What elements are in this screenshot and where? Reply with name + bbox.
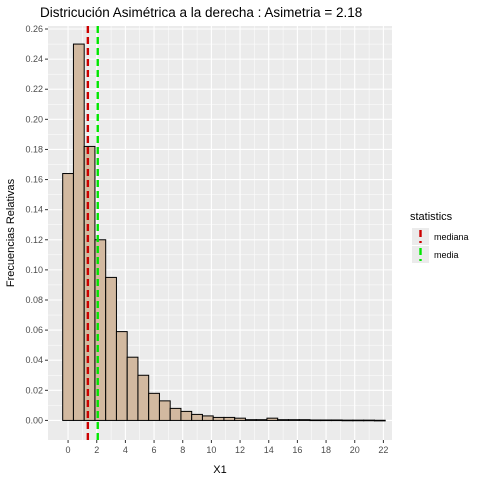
y-tick-label: 0.06	[25, 325, 43, 335]
reference-lines	[86, 26, 99, 440]
x-axis: 0 2 4 6 8 10 12 14 16 18 20 22	[66, 440, 388, 455]
histogram-bar	[83, 145, 96, 421]
x-tick-label: 4	[123, 445, 128, 455]
y-axis-label: Frecuencias Relativas	[5, 178, 17, 287]
y-tick-label: 0.14	[25, 205, 43, 215]
y-tick-label: 0.02	[25, 385, 43, 395]
x-axis-label: X1	[213, 464, 226, 476]
histogram-bar	[287, 419, 300, 421]
histogram-bar	[309, 419, 322, 422]
histogram-bar	[169, 407, 182, 421]
chart-title: Districución Asimétrica a la derecha : A…	[40, 5, 362, 20]
histogram-bar	[255, 419, 268, 421]
y-tick-label: 0.16	[25, 175, 43, 185]
histogram-bar	[363, 419, 375, 422]
y-tick-label: 0.08	[25, 295, 43, 305]
bars	[62, 43, 386, 422]
x-tick-label: 10	[206, 445, 216, 455]
legend-title: statistics	[410, 211, 453, 223]
x-tick-label: 8	[180, 445, 185, 455]
histogram-bar	[320, 419, 332, 422]
x-tick-label: 20	[350, 445, 360, 455]
histogram-bar	[191, 413, 203, 421]
histogram-bar	[158, 400, 171, 421]
histogram-bar	[330, 419, 343, 422]
y-tick-label: 0.10	[25, 265, 43, 275]
histogram-bar	[298, 419, 311, 421]
histogram-bar	[266, 417, 279, 421]
histogram-bar	[277, 419, 289, 421]
histogram-bar	[137, 374, 150, 421]
y-tick-label: 0.24	[25, 54, 43, 64]
y-tick-label: 0.00	[25, 415, 43, 425]
legend-label: mediana	[434, 232, 469, 242]
x-tick-label: 18	[321, 445, 331, 455]
histogram-bar	[115, 331, 128, 421]
histogram-bar	[126, 356, 139, 421]
y-tick-label: 0.04	[25, 355, 43, 365]
x-tick-label: 14	[264, 445, 274, 455]
histogram-bar	[180, 410, 193, 421]
histogram-bar	[373, 419, 386, 422]
histogram-bar	[352, 419, 365, 422]
y-tick-label: 0.20	[25, 114, 43, 124]
x-tick-label: 0	[66, 445, 71, 455]
x-tick-label: 16	[292, 445, 302, 455]
legend: statistics mediana media	[410, 211, 469, 263]
y-tick-label: 0.18	[25, 144, 43, 154]
legend-items: mediana media	[412, 228, 469, 263]
histogram-bar	[72, 43, 85, 421]
histogram-bar	[341, 419, 354, 422]
x-tick-label: 2	[94, 445, 99, 455]
y-tick-label: 0.12	[25, 235, 43, 245]
histogram-bar	[244, 419, 257, 421]
histogram-bar	[105, 276, 117, 421]
histogram-bar	[148, 392, 160, 421]
histogram-bar	[62, 173, 74, 421]
y-axis: 0.00 0.02 0.04 0.06 0.08 0.10 0.12 0.14 0.16 0.18…	[25, 24, 48, 425]
x-tick-label: 22	[378, 445, 388, 455]
histogram-bar	[201, 415, 214, 421]
histogram-bar	[234, 417, 246, 421]
x-tick-label: 6	[152, 445, 157, 455]
x-tick-label: 12	[235, 445, 245, 455]
y-tick-label: 0.22	[25, 84, 43, 94]
legend-label: media	[434, 250, 459, 260]
y-tick-label: 0.26	[25, 24, 43, 34]
histogram-bar	[223, 416, 236, 421]
histogram-bar	[212, 416, 225, 421]
